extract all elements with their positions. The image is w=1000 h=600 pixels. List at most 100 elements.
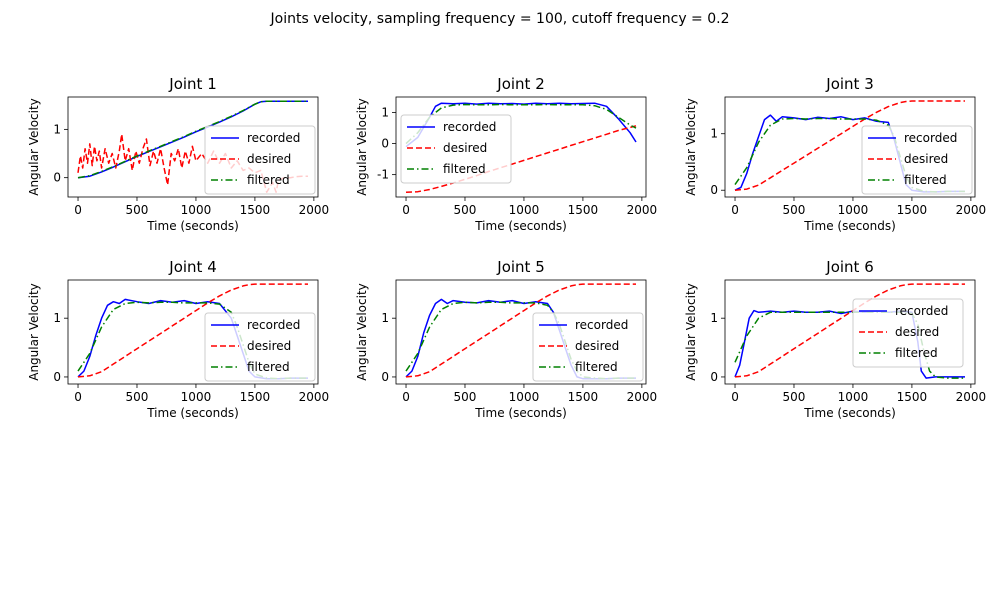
figure-suptitle: Joints velocity, sampling frequency = 10… (270, 11, 730, 27)
series-line-recorded (405, 102, 637, 148)
y-tick-label: 1 (381, 106, 389, 120)
series-line-filtered (405, 103, 637, 145)
x-tick-label: 2000 (299, 390, 330, 404)
x-axis-label: Time (seconds) (803, 219, 896, 233)
x-tick-label: 1500 (240, 203, 271, 217)
x-tick-label: 0 (74, 390, 82, 404)
x-tick-label: 500 (454, 390, 477, 404)
plot-frame (724, 96, 976, 198)
y-tick-label: 0 (381, 370, 389, 384)
x-axis-label: Time (seconds) (803, 406, 896, 420)
legend: recorded desired filtered (204, 125, 316, 195)
series-line-filtered (77, 100, 308, 179)
subplot-4: 0 500 1000 1500 2000 0 1 Joint 4 Time (seconds) A… (27, 258, 329, 420)
subplot-title: Joint 6 (825, 258, 873, 276)
y-tick-label: 0 (381, 137, 389, 151)
x-tick-label: 0 (402, 203, 410, 217)
x-tick-label: 1000 (181, 203, 212, 217)
x-axis-label: Time (seconds) (146, 406, 239, 420)
subplot-title: Joint 4 (168, 258, 216, 276)
legend-label-recorded: recorded (895, 304, 948, 318)
legend-label-desired: desired (443, 141, 487, 155)
legend-label-desired: desired (575, 339, 619, 353)
x-tick-label: 0 (402, 390, 410, 404)
x-tick-label: 1500 (897, 390, 928, 404)
legend-label-recorded: recorded (575, 318, 628, 332)
x-tick-label: 1500 (568, 203, 599, 217)
y-tick-label: -1 (377, 168, 389, 182)
y-tick-label: 1 (53, 122, 61, 136)
legend-box (400, 114, 512, 184)
x-tick-label: 1500 (568, 390, 599, 404)
y-axis-label: Angular Velocity (355, 98, 369, 196)
y-tick-label: 0 (710, 183, 718, 197)
y-tick-label: 0 (53, 171, 61, 185)
x-tick-label: 500 (454, 203, 477, 217)
subplot-1: 0 500 1000 1500 2000 0 1 Joint 1 Time (seconds) A… (27, 75, 329, 233)
x-tick-label: 1000 (181, 390, 212, 404)
subplot-6: 0 500 1000 1500 2000 0 1 Joint 6 Time (seconds) A… (684, 258, 986, 420)
legend: recorded desired filtered (861, 125, 973, 195)
x-tick-label: 1000 (838, 390, 869, 404)
x-tick-label: 1000 (509, 203, 540, 217)
subplot-title: Joint 2 (496, 75, 544, 93)
y-tick-label: 1 (710, 311, 718, 325)
legend-box (204, 125, 316, 195)
y-tick-label: 0 (53, 370, 61, 384)
x-tick-label: 1000 (509, 390, 540, 404)
x-tick-label: 500 (126, 203, 149, 217)
series-line-desired (405, 283, 636, 378)
x-axis-label: Time (seconds) (146, 219, 239, 233)
legend-label-filtered: filtered (247, 360, 290, 374)
legend: recorded desired filtered (532, 312, 644, 382)
series-line-desired (734, 283, 965, 378)
x-tick-label: 2000 (956, 390, 987, 404)
series-line-recorded (734, 309, 965, 379)
x-tick-label: 2000 (627, 203, 658, 217)
plot-frame (395, 96, 647, 198)
x-tick-label: 500 (783, 390, 806, 404)
legend-label-desired: desired (895, 325, 939, 339)
x-axis-label: Time (seconds) (474, 406, 567, 420)
legend: recorded desired filtered (400, 114, 512, 184)
x-tick-label: 500 (783, 203, 806, 217)
plot-frame (67, 279, 319, 385)
x-tick-label: 2000 (627, 390, 658, 404)
legend: recorded desired filtered (852, 298, 964, 368)
subplot-3: 0 500 1000 1500 2000 0 1 Joint 3 Time (seconds) A… (684, 75, 986, 233)
x-tick-label: 2000 (299, 203, 330, 217)
x-tick-label: 1500 (240, 390, 271, 404)
legend-label-filtered: filtered (575, 360, 618, 374)
series-line-desired (405, 125, 637, 194)
legend-label-desired: desired (247, 152, 291, 166)
series-line-desired (77, 283, 308, 378)
x-tick-label: 0 (731, 390, 739, 404)
legend-label-desired: desired (247, 339, 291, 353)
x-tick-label: 1000 (838, 203, 869, 217)
y-tick-label: 0 (710, 370, 718, 384)
y-axis-label: Angular Velocity (684, 283, 698, 381)
x-tick-label: 500 (126, 390, 149, 404)
legend-label-filtered: filtered (895, 346, 938, 360)
x-tick-label: 2000 (956, 203, 987, 217)
plot-frame (67, 96, 319, 198)
legend-label-recorded: recorded (247, 318, 300, 332)
legend-label-filtered: filtered (247, 173, 290, 187)
legend-label-recorded: recorded (904, 131, 957, 145)
x-tick-label: 0 (731, 203, 739, 217)
y-tick-label: 1 (53, 311, 61, 325)
y-tick-label: 1 (381, 311, 389, 325)
legend-box (861, 125, 973, 195)
subplot-title: Joint 1 (168, 75, 216, 93)
y-axis-label: Angular Velocity (355, 283, 369, 381)
series-line-desired (734, 100, 965, 191)
x-tick-label: 1500 (897, 203, 928, 217)
y-axis-label: Angular Velocity (684, 98, 698, 196)
legend: recorded desired filtered (204, 312, 316, 382)
legend-box (532, 312, 644, 382)
legend-label-desired: desired (904, 152, 948, 166)
legend-label-filtered: filtered (443, 162, 486, 176)
